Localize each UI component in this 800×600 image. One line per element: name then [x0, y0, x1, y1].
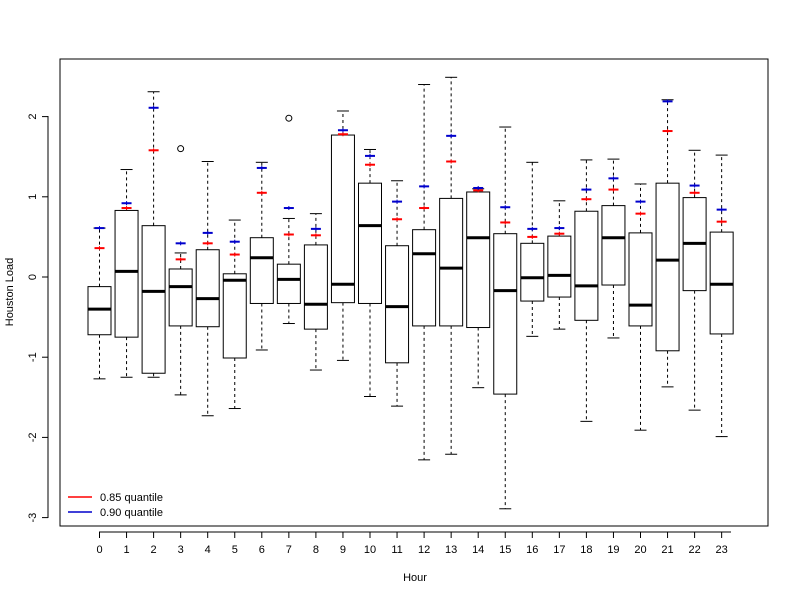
- box-hour-1: [114, 169, 139, 378]
- box-hour-14: [466, 188, 491, 389]
- box-iqr: [628, 232, 653, 327]
- y-axis-title: Houston Load: [4, 258, 16, 327]
- y-axis-ticks: -3 -2 -1 0 1 2: [27, 114, 48, 523]
- box-iqr: [358, 182, 382, 304]
- legend: 0.85 quantile 0.90 quantile: [68, 492, 163, 519]
- x-tick-label: 18: [580, 544, 592, 556]
- x-tick-label: 1: [123, 544, 129, 556]
- x-tick-label: 4: [205, 544, 211, 556]
- box-iqr: [303, 244, 328, 330]
- box-hour-3: [168, 145, 193, 396]
- x-tick-label: 17: [553, 544, 565, 556]
- outlier-point: [177, 145, 185, 153]
- box-hour-20: [628, 183, 653, 431]
- x-axis-ticks: 0 1 2 3 4 5 6 7 8 9 10 11 12 13 14 15 16 17 18 19 20 21 22 23: [96, 532, 728, 556]
- x-axis-title: Hour: [403, 572, 427, 584]
- box-iqr: [493, 233, 518, 395]
- x-tick-label: 5: [232, 544, 238, 556]
- box-iqr: [601, 205, 626, 286]
- x-tick-label: 2: [151, 544, 157, 556]
- box-iqr: [114, 209, 139, 338]
- x-tick-label: 21: [661, 544, 673, 556]
- box-hour-17: [547, 200, 572, 330]
- box-hour-22: [682, 149, 707, 411]
- box-iqr: [385, 245, 410, 364]
- box-iqr: [87, 286, 112, 336]
- box-hour-18: [574, 159, 599, 422]
- box-iqr: [249, 237, 274, 304]
- x-tick-label: 11: [391, 544, 402, 556]
- box-hour-11: [385, 180, 410, 407]
- box-iqr: [439, 197, 464, 327]
- legend-label-090: 0.90 quantile: [100, 507, 163, 519]
- x-tick-label: 12: [418, 544, 430, 556]
- y-tick-label: 1: [27, 194, 39, 200]
- box-hour-16: [520, 161, 545, 337]
- x-tick-label: 16: [526, 544, 538, 556]
- box-hour-21: [655, 99, 680, 388]
- boxplot-series: [87, 76, 734, 510]
- box-hour-23: [709, 154, 734, 438]
- box-iqr: [168, 268, 193, 327]
- x-tick-label: 19: [607, 544, 619, 556]
- x-tick-label: 0: [96, 544, 102, 556]
- box-hour-6: [249, 161, 274, 351]
- box-hour-9: [330, 110, 355, 361]
- box-hour-0: [87, 227, 112, 380]
- box-hour-19: [601, 158, 626, 339]
- x-tick-label: 20: [634, 544, 646, 556]
- x-tick-label: 23: [716, 544, 728, 556]
- box-iqr: [412, 229, 437, 327]
- box-hour-15: [493, 126, 518, 510]
- box-iqr: [574, 210, 599, 321]
- x-tick-label: 8: [313, 544, 319, 556]
- box-iqr: [222, 273, 247, 359]
- legend-label-085: 0.85 quantile: [100, 492, 163, 504]
- box-hour-10: [358, 148, 382, 397]
- box-iqr: [547, 235, 572, 298]
- box-iqr: [141, 225, 166, 374]
- box-hour-7: [276, 114, 301, 325]
- x-tick-label: 3: [178, 544, 184, 556]
- box-iqr: [655, 182, 680, 352]
- box-iqr: [330, 134, 355, 304]
- x-tick-label: 7: [286, 544, 292, 556]
- box-iqr: [520, 242, 545, 302]
- box-hour-2: [141, 91, 166, 378]
- plot-frame: [59, 58, 769, 527]
- box-hour-8: [303, 213, 328, 371]
- x-tick-label: 15: [499, 544, 511, 556]
- box-hour-13: [439, 76, 464, 455]
- x-tick-label: 6: [259, 544, 265, 556]
- box-iqr: [466, 191, 491, 329]
- box-iqr: [195, 249, 220, 328]
- x-tick-label: 10: [364, 544, 376, 556]
- y-tick-label: -2: [27, 433, 39, 443]
- y-tick-label: -1: [27, 352, 39, 362]
- outlier-point: [285, 114, 293, 122]
- x-tick-label: 22: [688, 544, 700, 556]
- box-iqr: [276, 263, 301, 304]
- box-hour-12: [412, 84, 437, 461]
- x-tick-label: 14: [472, 544, 484, 556]
- y-tick-label: 2: [27, 114, 39, 120]
- x-tick-label: 13: [445, 544, 457, 556]
- y-tick-label: 0: [27, 274, 39, 280]
- box-hour-4: [195, 161, 220, 417]
- quantile-marks: [94, 99, 727, 262]
- x-tick-label: 9: [340, 544, 346, 556]
- y-tick-label: -3: [27, 513, 39, 523]
- box-hour-5: [222, 219, 247, 410]
